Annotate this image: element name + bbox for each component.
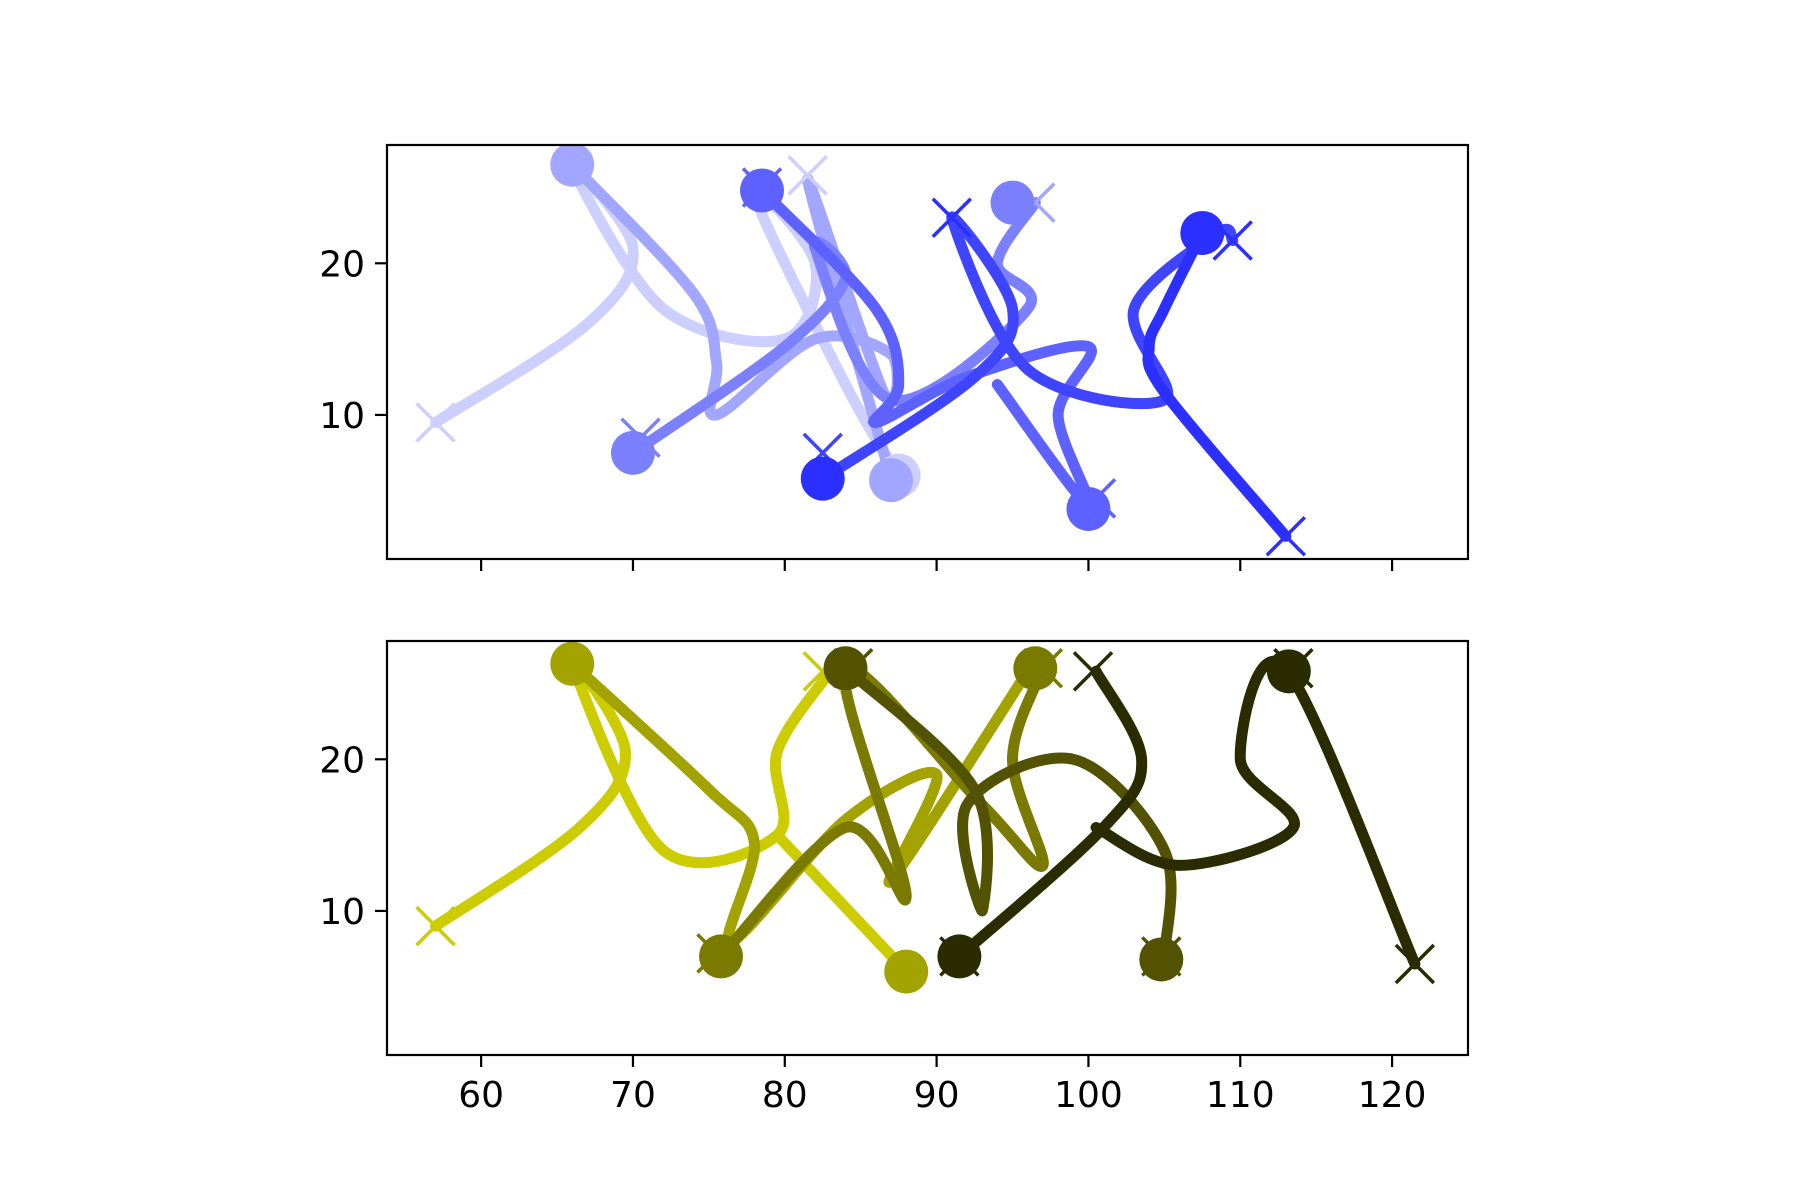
top-end-marker-0: [415, 402, 456, 443]
bottom-end-marker-0: [415, 905, 456, 947]
top-start-marker-0: [550, 145, 595, 187]
bottom-series-line-b5: [840, 662, 1177, 962]
bottom-series-line-b1: [430, 655, 836, 932]
bottom-series-line-b7: [1090, 655, 1421, 970]
top-end-marker-5: [931, 197, 973, 239]
top-series-line-a5: [817, 211, 1239, 485]
bottom-xtick-label-70: 70: [610, 1075, 656, 1116]
top-panel: 10 20: [319, 143, 1470, 571]
top-ytick-label-20: 20: [319, 244, 365, 285]
bottom-axes-frame: [385, 639, 1470, 1057]
bottom-ytick-label-10: 10: [319, 892, 365, 933]
top-start-marker-2: [740, 168, 785, 213]
top-start-marker-3: [800, 456, 845, 501]
bottom-start-marker-2: [823, 646, 868, 691]
top-start-marker-6: [990, 180, 1035, 225]
bottom-end-marker-9: [1394, 943, 1436, 985]
bottom-ytick-label-20: 20: [319, 740, 365, 781]
bottom-xtick-label-100: 100: [1054, 1075, 1123, 1116]
bottom-plot-content: [415, 641, 1436, 994]
top-start-marker-8: [1180, 210, 1225, 255]
top-plot-area: [387, 145, 1468, 559]
bottom-end-marker-6: [1072, 651, 1114, 692]
bottom-xtick-label-120: 120: [1358, 1075, 1427, 1116]
bottom-start-marker-3: [884, 949, 929, 994]
bottom-xtick-label-60: 60: [458, 1075, 504, 1116]
bottom-xtick-label-110: 110: [1206, 1075, 1275, 1116]
top-end-marker-3: [787, 155, 828, 196]
bottom-panel: 60 70 80 90 100 110 120 10 20: [319, 639, 1470, 1116]
top-ytick-label-10: 10: [319, 396, 365, 437]
bottom-series-line-b6: [953, 665, 1148, 962]
top-plot-content: [415, 145, 1307, 557]
bottom-xtick-label-90: 90: [914, 1075, 960, 1116]
top-start-marker-5: [869, 458, 914, 503]
bottom-start-marker-5: [1013, 646, 1058, 691]
bottom-start-marker-0: [550, 641, 595, 686]
top-end-marker-9: [1265, 516, 1307, 557]
top-start-marker-1: [610, 430, 655, 475]
bottom-start-marker-1: [699, 934, 744, 979]
top-series-line-a2: [566, 159, 903, 485]
bottom-start-marker-7: [1266, 649, 1311, 694]
top-start-marker-7: [1066, 486, 1111, 531]
bottom-plot-area: [387, 641, 1468, 1055]
top-axes-frame: [385, 143, 1470, 561]
bottom-xtick-label-80: 80: [762, 1075, 808, 1116]
top-series-line-a3: [627, 197, 1041, 459]
bottom-start-marker-6: [1139, 937, 1184, 982]
top-series-line-a6: [1142, 227, 1292, 542]
bottom-start-marker-4: [937, 934, 982, 979]
